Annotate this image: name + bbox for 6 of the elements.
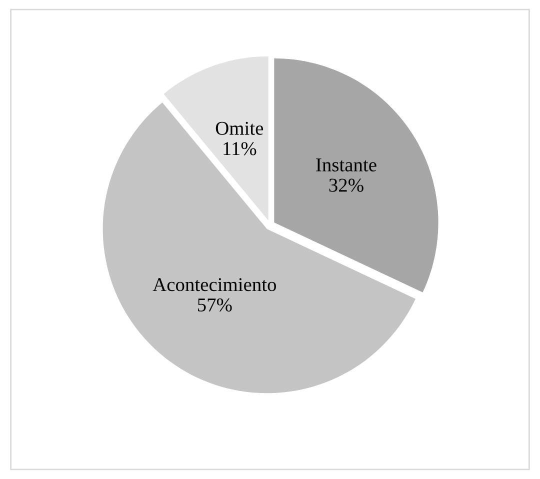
slice-label: Instante <box>316 158 376 172</box>
data-label: 57% <box>198 298 232 312</box>
slice-label: Acontecimiento <box>152 278 276 292</box>
data-label: 32% <box>329 178 364 192</box>
data-label: 11% <box>224 142 256 156</box>
slice-label: Omite <box>216 122 264 135</box>
